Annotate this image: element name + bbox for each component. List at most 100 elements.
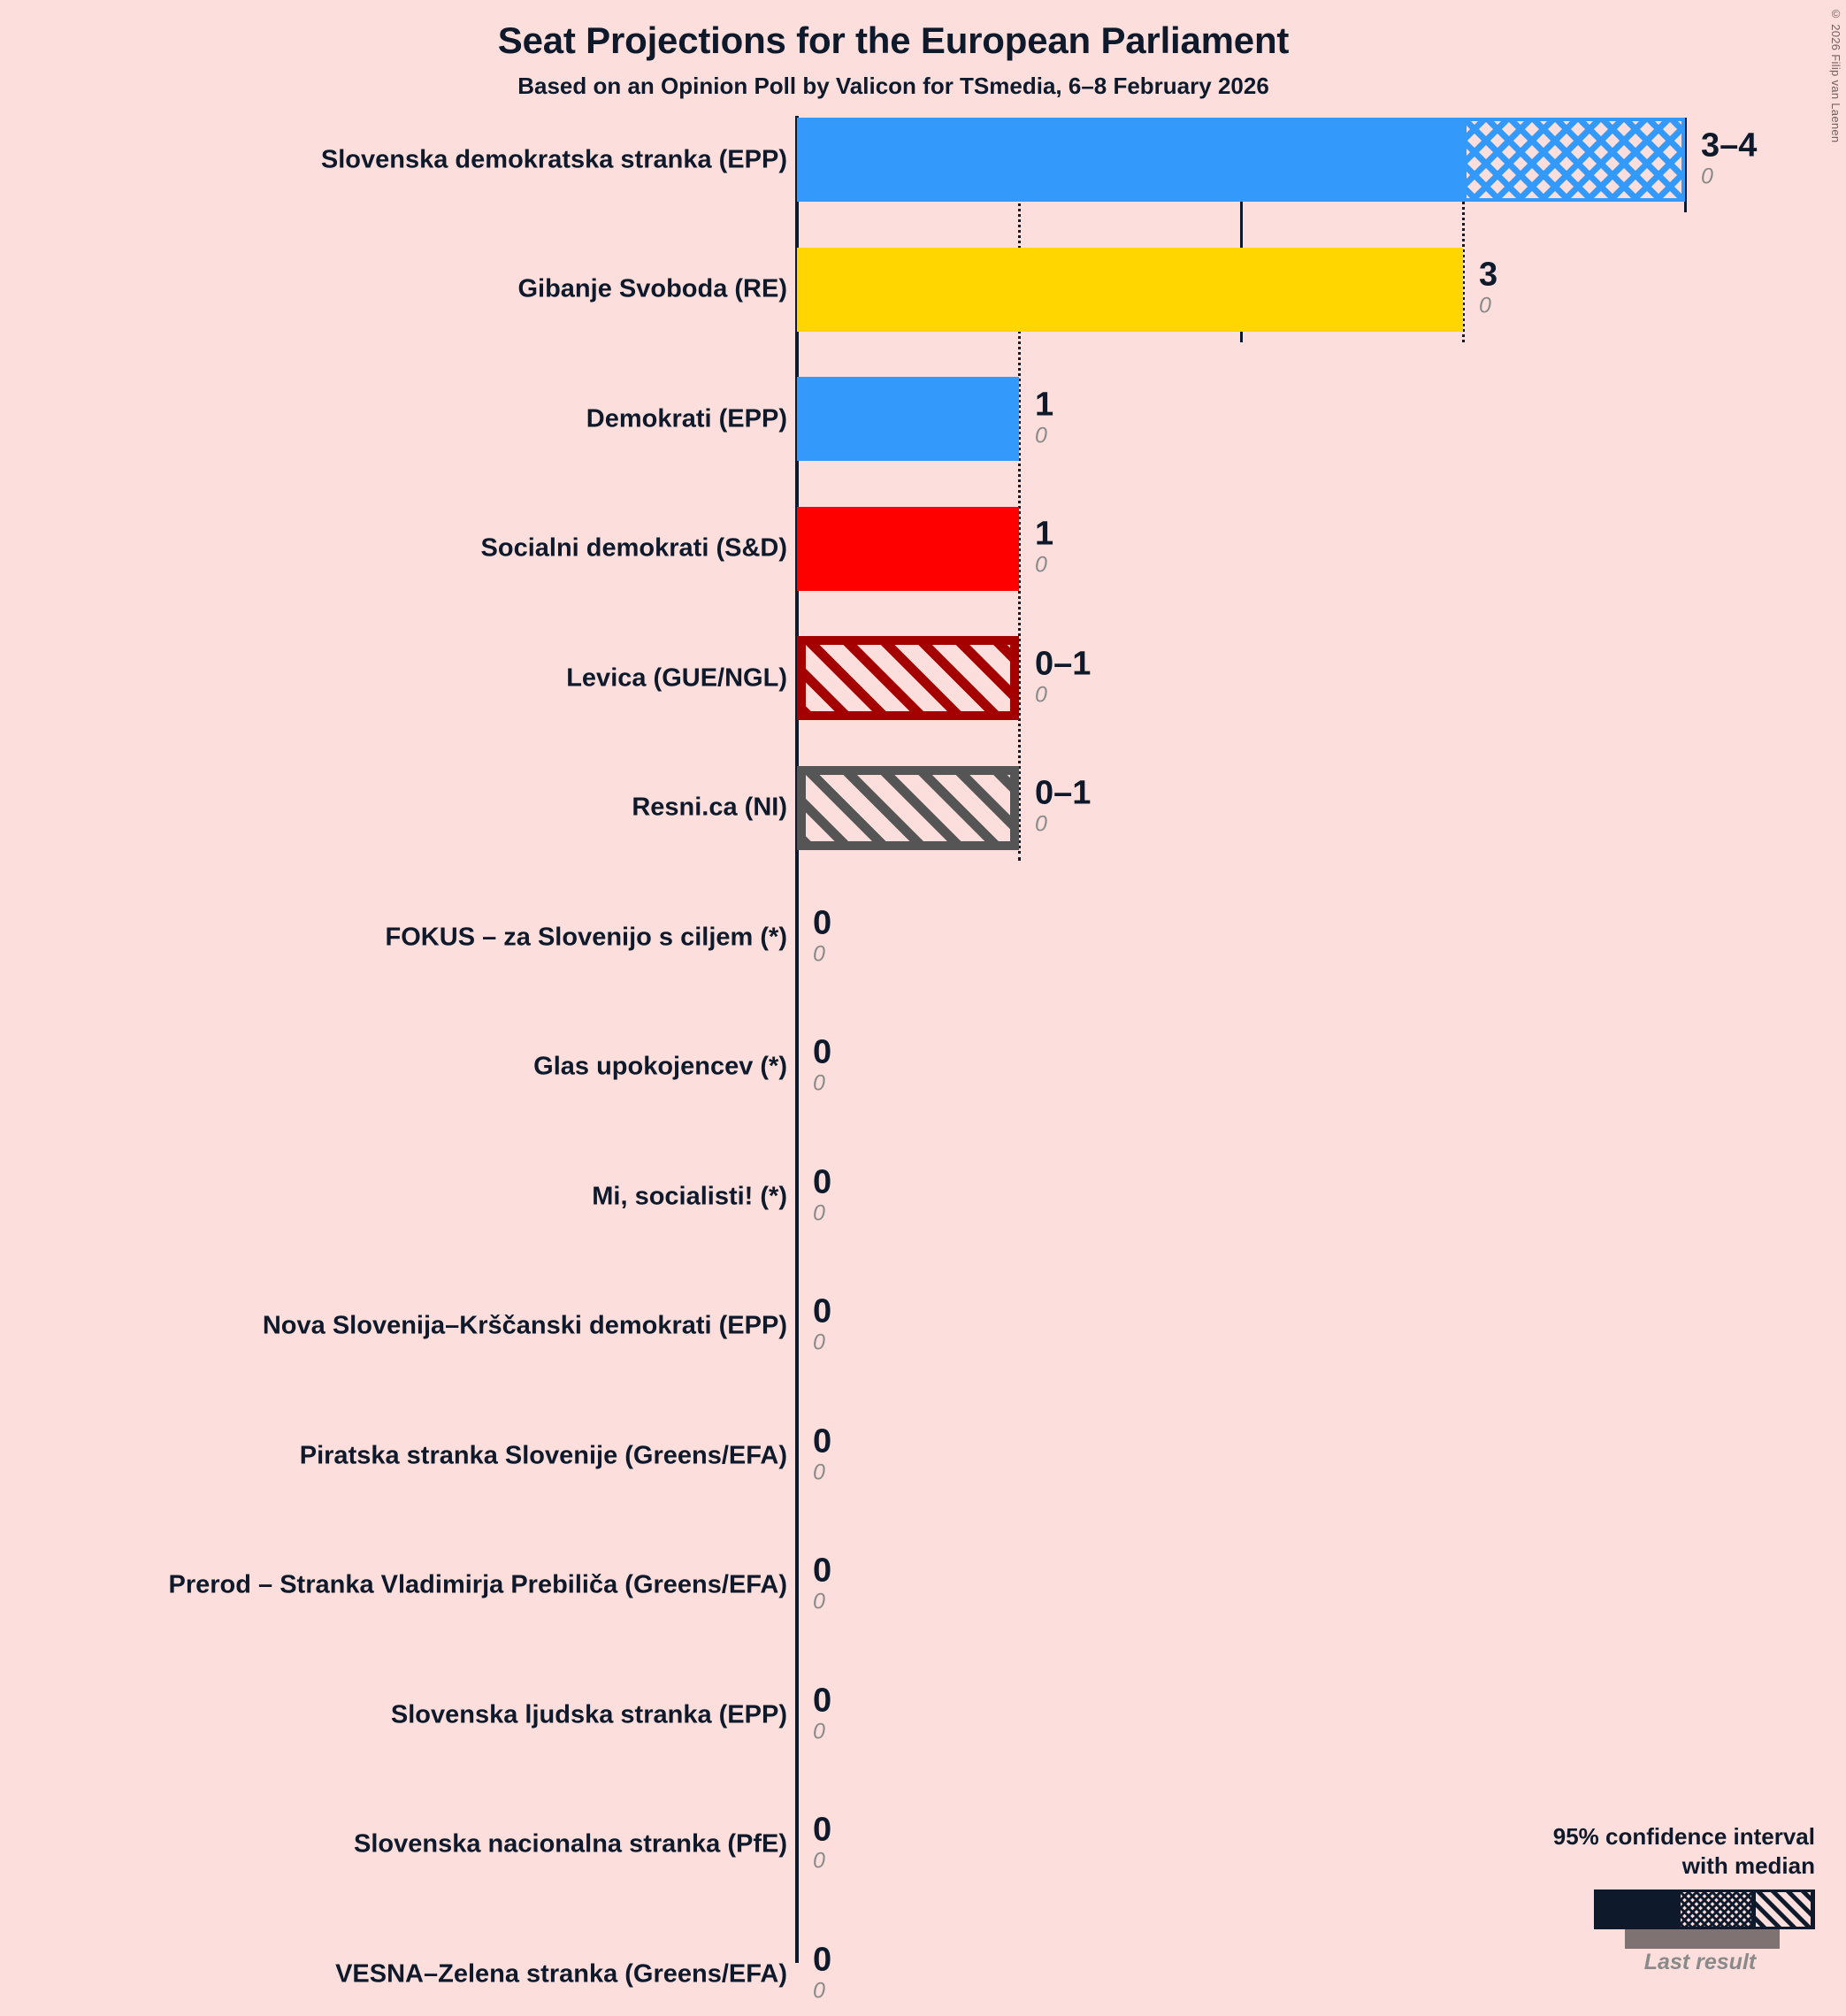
- bar: [797, 506, 1019, 591]
- chart-row: Slovenska ljudska stranka (EPP) 0 0: [0, 1673, 1846, 1757]
- party-label: Gibanje Svoboda (RE): [517, 274, 787, 303]
- gridline-4: [1684, 118, 1687, 212]
- last-result-value: 0: [1479, 293, 1491, 318]
- chart-row: Levica (GUE/NGL) 0–1 0: [0, 636, 1846, 720]
- chart-subtitle: Based on an Opinion Poll by Valicon for …: [517, 73, 1269, 99]
- chart-row: Socialni demokrati (S&D) 1 0: [0, 506, 1846, 591]
- bar: [797, 247, 1463, 332]
- row-value-block: 0–1 0: [1035, 646, 1091, 708]
- last-result-value: 0: [813, 1460, 825, 1485]
- seat-projection-value: 0: [813, 1163, 832, 1201]
- seat-projection-value: 0: [813, 1422, 832, 1460]
- seat-projection-value: 0: [813, 1552, 832, 1590]
- chart-legend: 95% confidence interval with median: [1497, 1822, 1815, 1974]
- page-title: Seat Projections for the European Parlia…: [497, 19, 1290, 61]
- seat-projection-value: 3: [1479, 256, 1498, 294]
- seat-projection-value: 3–4: [1701, 126, 1758, 165]
- seat-projection-value: 0: [813, 1811, 832, 1849]
- last-result-value: 0: [1701, 164, 1713, 189]
- bar-median-segment: [797, 247, 1463, 332]
- party-label: Levica (GUE/NGL): [566, 663, 787, 692]
- gridline-3: [1462, 118, 1465, 342]
- seat-projection-value: 1: [1035, 515, 1054, 553]
- seat-projection-value: 0–1: [1035, 645, 1092, 683]
- seat-projection-value: 0–1: [1035, 774, 1092, 812]
- party-label: Piratska stranka Slovenije (Greens/EFA): [299, 1441, 787, 1469]
- party-label: Nova Slovenija–Krščanski demokrati (EPP): [262, 1311, 787, 1340]
- chart-row: Prerod – Stranka Vladimirja Prebiliča (G…: [0, 1544, 1846, 1628]
- party-label: FOKUS – za Slovenijo s ciljem (*): [385, 923, 787, 951]
- legend-last-result-swatch: [1625, 1929, 1780, 1949]
- bar-confidence-interval-segment: [797, 636, 1019, 720]
- party-label: Slovenska ljudska stranka (EPP): [390, 1700, 787, 1729]
- legend-swatches: Last result: [1497, 1890, 1815, 1974]
- chart-row: Nova Slovenija–Krščanski demokrati (EPP)…: [0, 1284, 1846, 1368]
- party-label: Demokrati (EPP): [586, 404, 787, 433]
- party-label: Mi, socialisti! (*): [592, 1182, 787, 1210]
- bar-median-segment: [797, 377, 1019, 461]
- bar: [797, 118, 1685, 202]
- last-result-value: 0: [1035, 682, 1047, 708]
- seat-projection-value: 0: [813, 1033, 832, 1071]
- row-value-block: 3–4 0: [1701, 127, 1757, 189]
- copyright-notice: © 2026 Filip van Laenen: [1829, 7, 1842, 143]
- last-result-value: 0: [1035, 811, 1047, 837]
- legend-crosshatch-swatch: [1681, 1892, 1751, 1927]
- last-result-value: 0: [813, 941, 825, 967]
- gridline-2: [1240, 118, 1243, 342]
- legend-last-result-label: Last result: [1643, 1950, 1757, 1974]
- chart-row: FOKUS – za Slovenijo s ciljem (*) 0 0: [0, 895, 1846, 979]
- bar: [797, 765, 1019, 850]
- seat-projection-value: 0: [813, 1292, 832, 1330]
- chart-row: Gibanje Svoboda (RE) 3 0: [0, 247, 1846, 332]
- chart-row: Slovenska nacionalna stranka (PfE) 0 0: [0, 1803, 1846, 1887]
- chart-row: Slovenska demokratska stranka (EPP) 3–4 0: [0, 118, 1846, 202]
- seat-projection-value: 0: [813, 1682, 832, 1720]
- bar: [797, 377, 1019, 461]
- legend-diagonal-hatch-swatch: [1756, 1892, 1811, 1927]
- last-result-value: 0: [813, 1200, 825, 1226]
- party-label: Slovenska demokratska stranka (EPP): [320, 145, 787, 173]
- last-result-value: 0: [813, 1070, 825, 1096]
- legend-caption: 95% confidence interval with median: [1497, 1822, 1815, 1881]
- last-result-value: 0: [1035, 423, 1047, 448]
- bar-confidence-interval-segment: [1463, 118, 1685, 202]
- legend-caption-line1: 95% confidence interval: [1552, 1823, 1815, 1850]
- seat-projection-value: 0: [813, 1941, 832, 1979]
- party-label: Glas upokojencev (*): [533, 1052, 787, 1081]
- bar-confidence-interval-segment: [797, 765, 1019, 850]
- seat-projection-value: 1: [1035, 386, 1054, 424]
- last-result-value: 0: [813, 1978, 825, 2004]
- party-label: VESNA–Zelena stranka (Greens/EFA): [335, 1959, 787, 1988]
- bar: [797, 636, 1019, 720]
- last-result-value: 0: [813, 1719, 825, 1744]
- chart-row: Mi, socialisti! (*) 0 0: [0, 1154, 1846, 1238]
- row-value-block: 0–1 0: [1035, 776, 1091, 838]
- party-label: Slovenska nacionalna stranka (PfE): [354, 1829, 787, 1859]
- bar-median-segment: [797, 506, 1019, 591]
- bar-median-segment: [797, 118, 1463, 202]
- chart-row: Demokrati (EPP) 1 0: [0, 377, 1846, 461]
- last-result-value: 0: [813, 1330, 825, 1355]
- party-label: Prerod – Stranka Vladimirja Prebiliča (G…: [168, 1570, 788, 1599]
- last-result-value: 0: [1035, 552, 1047, 578]
- chart-row: Piratska stranka Slovenije (Greens/EFA) 0…: [0, 1414, 1846, 1498]
- chart-row: Resni.ca (NI) 0–1 0: [0, 765, 1846, 850]
- y-axis-line: [795, 116, 799, 1963]
- gridline-1: [1018, 118, 1021, 861]
- party-label: Resni.ca (NI): [632, 793, 787, 822]
- last-result-value: 0: [813, 1589, 825, 1614]
